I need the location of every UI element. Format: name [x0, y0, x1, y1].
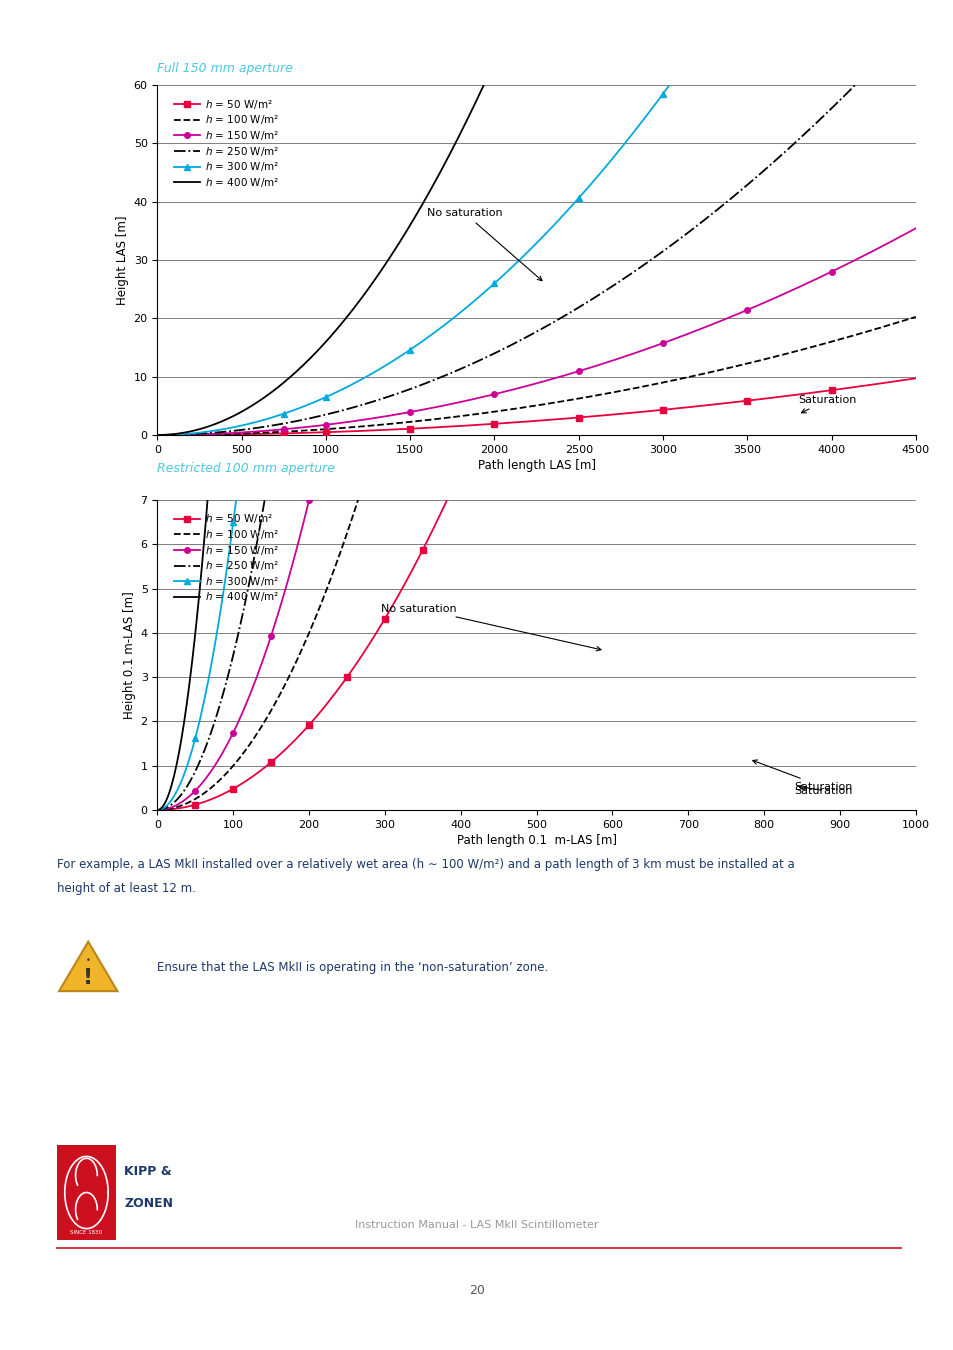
Text: ZONEN: ZONEN [124, 1197, 172, 1211]
Text: No saturation: No saturation [427, 208, 541, 281]
Text: Ensure that the LAS MkII is operating in the ‘non-saturation’ zone.: Ensure that the LAS MkII is operating in… [157, 961, 548, 975]
X-axis label: Path length 0.1  m-LAS [m]: Path length 0.1 m-LAS [m] [456, 834, 616, 846]
Text: KIPP &: KIPP & [124, 1165, 172, 1179]
Text: For example, a LAS MkII installed over a relatively wet area (h ∼ 100 W/m²) and : For example, a LAS MkII installed over a… [57, 859, 794, 871]
Text: Restricted 100 mm aperture: Restricted 100 mm aperture [157, 462, 335, 475]
Text: !: ! [83, 968, 93, 988]
Text: Saturation: Saturation [797, 396, 856, 413]
Polygon shape [59, 942, 117, 991]
Legend: $\it{h}$ = 50 W/m², $\it{h}$ = 100 W/m², $\it{h}$ = 150 W/m², $\it{h}$ = 250 W/m: $\it{h}$ = 50 W/m², $\it{h}$ = 100 W/m²,… [170, 93, 283, 193]
FancyBboxPatch shape [57, 1145, 115, 1241]
Text: Instruction Manual - LAS MkII Scintillometer: Instruction Manual - LAS MkII Scintillom… [355, 1220, 598, 1230]
Text: Saturation: Saturation [794, 784, 852, 795]
Legend: $\it{h}$ = 50 W/m², $\it{h}$ = 100 W/m², $\it{h}$ = 150 W/m², $\it{h}$ = 250 W/m: $\it{h}$ = 50 W/m², $\it{h}$ = 100 W/m²,… [170, 509, 283, 608]
Y-axis label: Height LAS [m]: Height LAS [m] [116, 215, 130, 305]
Text: Saturation: Saturation [752, 760, 852, 792]
X-axis label: Path length LAS [m]: Path length LAS [m] [477, 459, 595, 472]
Text: No saturation: No saturation [381, 603, 600, 651]
Text: 20: 20 [469, 1284, 484, 1296]
Text: SINCE 1830: SINCE 1830 [71, 1230, 102, 1235]
Text: Full 150 mm aperture: Full 150 mm aperture [157, 62, 293, 76]
Text: •: • [86, 956, 91, 965]
Y-axis label: Height 0.1 m-LAS [m]: Height 0.1 m-LAS [m] [123, 591, 136, 718]
Text: height of at least 12 m.: height of at least 12 m. [57, 882, 196, 895]
